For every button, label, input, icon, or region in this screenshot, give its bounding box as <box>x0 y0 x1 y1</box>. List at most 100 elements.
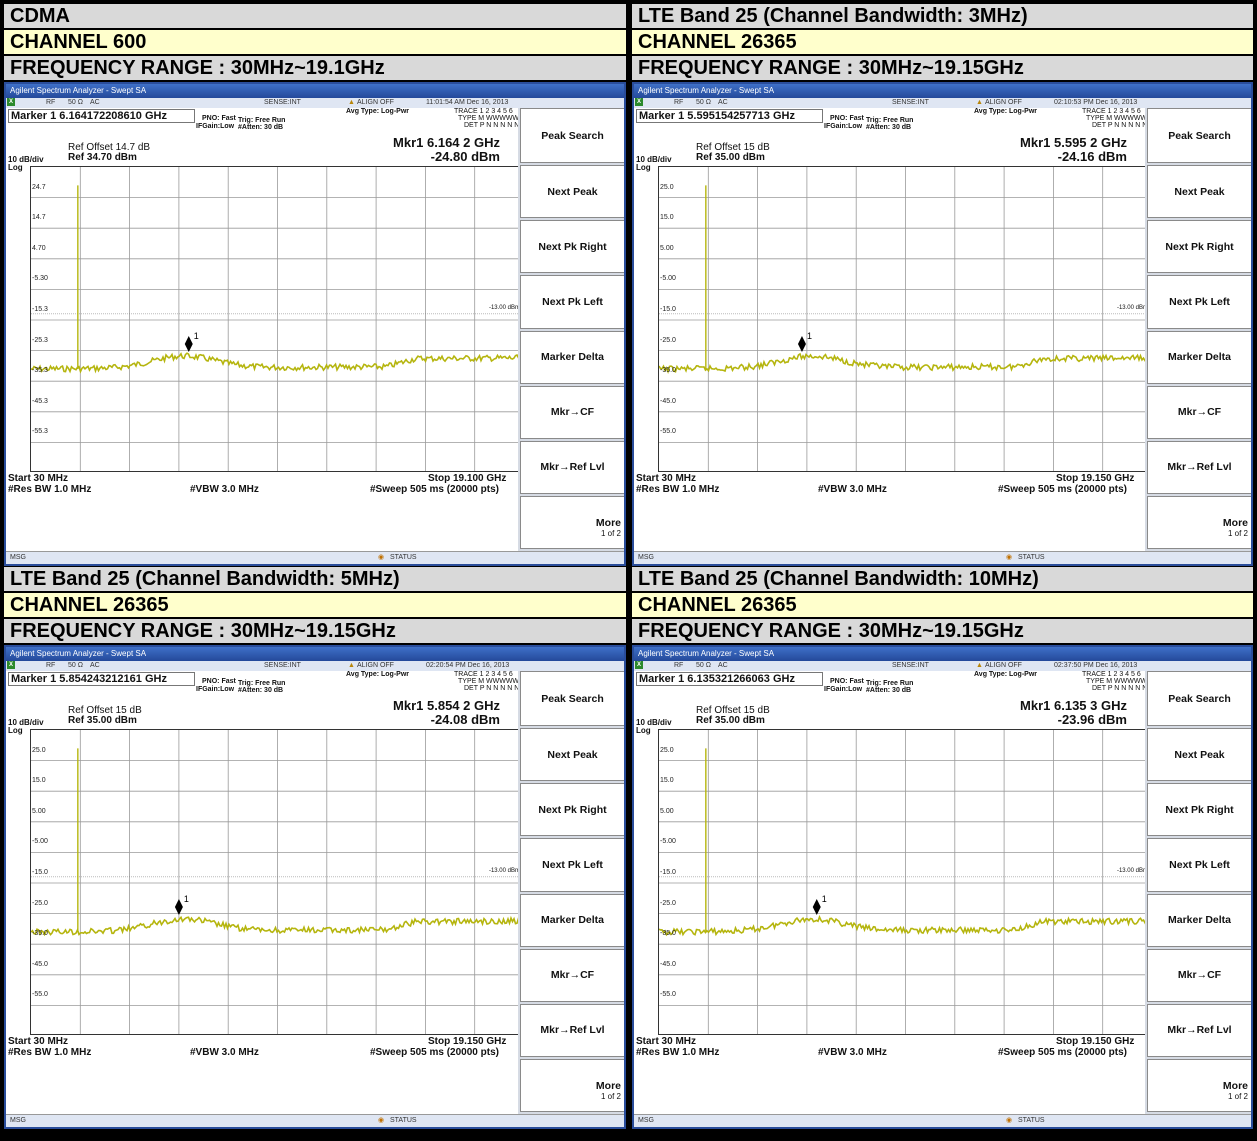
softkey-label: Mkr→Ref Lvl <box>540 1024 605 1037</box>
instrument-icon: X <box>635 98 643 106</box>
type-row: TYPE M WWWWWW <box>458 115 526 122</box>
softkey-next-peak[interactable]: Next Peak <box>1147 165 1251 219</box>
softkey-panel: Peak Search Next Peak Next Pk Right Next Pk… <box>1145 108 1251 551</box>
status-label[interactable]: STATUS <box>1018 554 1045 561</box>
softkey-more[interactable]: More 1 of 2 <box>1147 1058 1251 1112</box>
softkey-more[interactable]: More 1 of 2 <box>520 1058 624 1112</box>
y-axis-tick-label: -25.0 <box>32 899 48 907</box>
det-row: DET P N N N N N <box>1092 122 1148 129</box>
marker-diamond-icon[interactable] <box>797 335 806 352</box>
header-frequency-range: FREQUENCY RANGE : 30MHz~19.1GHz <box>4 56 626 80</box>
ref-offset-label: Ref Offset 14.7 dB <box>68 142 151 153</box>
softkey-more[interactable]: More 1 of 2 <box>520 495 624 549</box>
softkey-peak-search[interactable]: Peak Search <box>520 108 624 164</box>
y-axis-tick-label: -55.0 <box>32 991 48 999</box>
msg-label: MSG <box>638 554 654 561</box>
instrument-icon: X <box>7 98 15 106</box>
msg-label: MSG <box>10 554 26 561</box>
stop-frequency-label: Stop 19.150 GHz <box>1056 473 1135 484</box>
datetime-label: 11:01:54 AM Dec 16, 2013 <box>426 99 509 106</box>
softkey-next-pk-left[interactable]: Next Pk Left <box>520 838 624 892</box>
ifgain-label: IFGain:Low <box>196 686 235 693</box>
sense-label: SENSE:INT <box>264 99 301 106</box>
softkey-mkr-cf[interactable]: Mkr→CF <box>1147 948 1251 1002</box>
softkey-next-pk-right[interactable]: Next Pk Right <box>1147 783 1251 837</box>
softkey-mkr-cf[interactable]: Mkr→CF <box>1147 385 1251 439</box>
softkey-label: Next Pk Left <box>542 295 603 308</box>
spectrum-trace-graph: 1 <box>31 730 522 1034</box>
softkey-peak-search[interactable]: Peak Search <box>1147 108 1251 164</box>
softkey-label: Peak Search <box>1168 129 1231 142</box>
softkey-label: Marker Delta <box>1167 351 1232 364</box>
softkey-peak-search[interactable]: Peak Search <box>520 671 624 727</box>
softkey-next-pk-right[interactable]: Next Pk Right <box>520 783 624 837</box>
softkey-label: Peak Search <box>541 129 604 142</box>
header-title: LTE Band 25 (Channel Bandwidth: 5MHz) <box>4 567 626 591</box>
vbw-label: #VBW 3.0 MHz <box>190 484 259 495</box>
stop-frequency-label: Stop 19.150 GHz <box>1056 1036 1135 1047</box>
softkey-marker-delta[interactable]: Marker Delta <box>1147 893 1251 947</box>
msg-label: MSG <box>10 1117 26 1124</box>
spectrum-plot: 1 -13.00 dBm 24.7 14.7 4.70 -5.30 -15.3 -25.3 -3… <box>30 166 523 472</box>
status-label[interactable]: STATUS <box>390 1117 417 1124</box>
y-axis-tick-label: -45.0 <box>32 960 48 968</box>
softkey-more[interactable]: More 1 of 2 <box>1147 495 1251 549</box>
coupling-label: AC <box>90 662 100 669</box>
message-bar: MSG ◉ STATUS <box>634 1114 1251 1127</box>
softkey-panel: Peak Search Next Peak Next Pk Right Next Pk… <box>518 671 624 1114</box>
msg-label: MSG <box>638 1117 654 1124</box>
status-label[interactable]: STATUS <box>390 554 417 561</box>
softkey-marker-delta[interactable]: Marker Delta <box>520 330 624 384</box>
avg-type-label: Avg Type: Log-Pwr <box>974 671 1037 678</box>
marker-frequency-readout[interactable]: Marker 1 5.854243212161 GHz <box>8 672 195 686</box>
softkey-next-peak[interactable]: Next Peak <box>520 728 624 782</box>
marker-diamond-icon[interactable] <box>812 898 821 915</box>
softkey-next-peak[interactable]: Next Peak <box>1147 728 1251 782</box>
status-bar: X RF 50 Ω AC SENSE:INT ALIGN OFF ▲ 02:20:54 PM … <box>6 661 624 671</box>
sweep-label: #Sweep 505 ms (20000 pts) <box>998 484 1127 495</box>
spectrum-trace-graph: 1 <box>659 730 1150 1034</box>
softkey-next-pk-right[interactable]: Next Pk Right <box>1147 220 1251 274</box>
softkey-next-pk-left[interactable]: Next Pk Left <box>1147 275 1251 329</box>
softkey-mkr-ref-lvl[interactable]: Mkr→Ref Lvl <box>520 440 624 494</box>
softkey-marker-delta[interactable]: Marker Delta <box>1147 330 1251 384</box>
marker-readout-amplitude: -23.96 dBm <box>1057 712 1127 727</box>
scale-label: 10 dB/div <box>8 718 44 727</box>
rbw-label: #Res BW 1.0 MHz <box>636 484 720 495</box>
align-label: ALIGN OFF <box>985 99 1022 106</box>
softkey-next-pk-left[interactable]: Next Pk Left <box>1147 838 1251 892</box>
softkey-label: Marker Delta <box>540 914 605 927</box>
marker-frequency-readout[interactable]: Marker 1 5.595154257713 GHz <box>636 109 823 123</box>
softkey-peak-search[interactable]: Peak Search <box>1147 671 1251 727</box>
ref-level-label: Ref 35.00 dBm <box>696 152 765 163</box>
marker-frequency-readout[interactable]: Marker 1 6.135321266063 GHz <box>636 672 823 686</box>
rf-label: RF <box>674 662 684 669</box>
softkey-mkr-ref-lvl[interactable]: Mkr→Ref Lvl <box>1147 440 1251 494</box>
spectrum-trace <box>659 352 1150 375</box>
trace-row: TRACE 1 2 3 4 5 6 <box>454 671 513 678</box>
softkey-mkr-cf[interactable]: Mkr→CF <box>520 385 624 439</box>
attenuation-label: #Atten: 30 dB <box>238 687 284 694</box>
softkey-mkr-ref-lvl[interactable]: Mkr→Ref Lvl <box>520 1003 624 1057</box>
softkey-next-pk-left[interactable]: Next Pk Left <box>520 275 624 329</box>
marker-frequency-readout[interactable]: Marker 1 6.164172208610 GHz <box>8 109 195 123</box>
scale-label: 10 dB/div <box>8 155 44 164</box>
marker-diamond-icon[interactable] <box>174 898 183 915</box>
trigger-label: Trig: Free Run <box>238 680 286 687</box>
softkey-mkr-cf[interactable]: Mkr→CF <box>520 948 624 1002</box>
sense-label: SENSE:INT <box>264 662 301 669</box>
window-title: Agilent Spectrum Analyzer - Swept SA <box>6 84 624 98</box>
softkey-mkr-ref-lvl[interactable]: Mkr→Ref Lvl <box>1147 1003 1251 1057</box>
softkey-next-peak[interactable]: Next Peak <box>520 165 624 219</box>
marker-diamond-icon[interactable] <box>184 335 193 352</box>
marker-readout-frequency: Mkr1 6.135 3 GHz <box>1020 698 1127 713</box>
pno-label: PNO: Fast <box>202 678 236 685</box>
softkey-next-pk-right[interactable]: Next Pk Right <box>520 220 624 274</box>
y-axis-tick-label: 14.7 <box>32 214 46 222</box>
softkey-label: Mkr→Ref Lvl <box>1167 461 1232 474</box>
softkey-marker-delta[interactable]: Marker Delta <box>520 893 624 947</box>
header-title: LTE Band 25 (Channel Bandwidth: 3MHz) <box>632 4 1253 28</box>
header-channel: CHANNEL 26365 <box>632 30 1253 54</box>
status-label[interactable]: STATUS <box>1018 1117 1045 1124</box>
softkey-label: Mkr→CF <box>1177 406 1222 419</box>
